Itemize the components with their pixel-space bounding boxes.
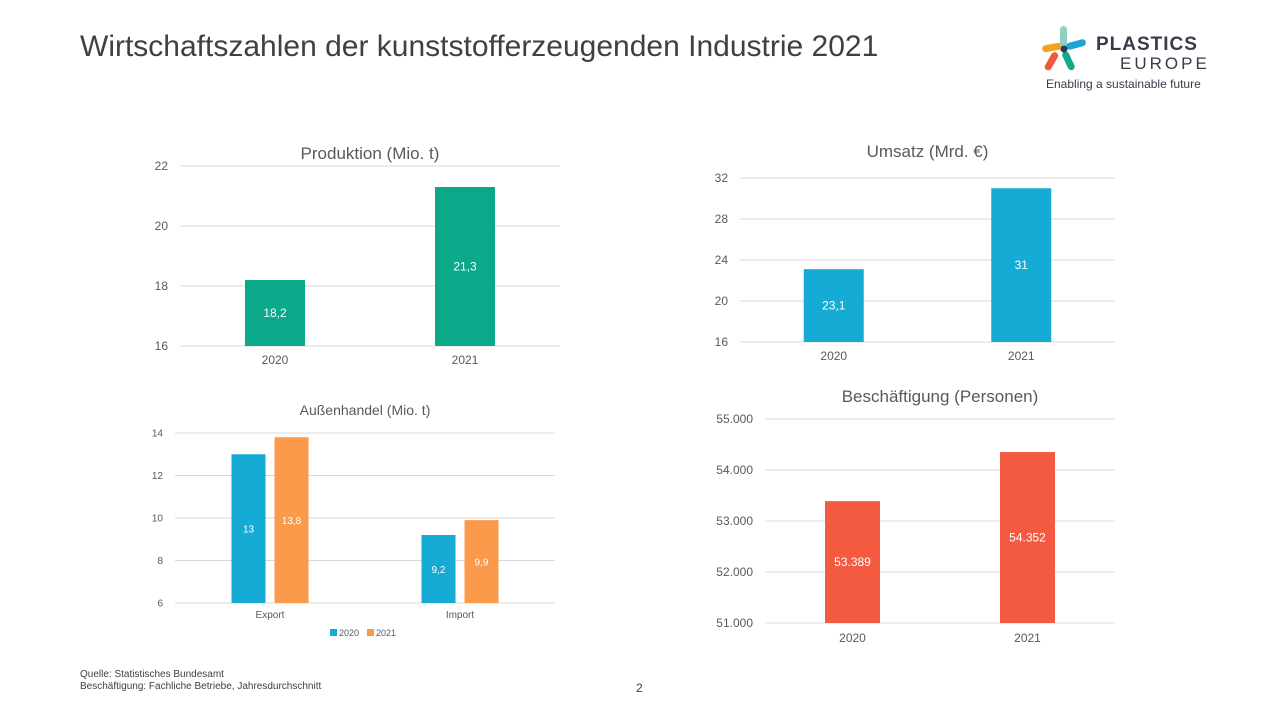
chart-title: Umsatz (Mrd. €) bbox=[867, 142, 989, 161]
y-tick-label: 20 bbox=[715, 294, 729, 308]
x-category-label: 2020 bbox=[262, 353, 289, 367]
x-category-label: 2021 bbox=[452, 353, 479, 367]
chart-title: Beschäftigung (Personen) bbox=[842, 387, 1039, 406]
bar-import-2020 bbox=[421, 535, 456, 603]
y-tick-label: 12 bbox=[152, 471, 164, 482]
legend-label: 2021 bbox=[376, 628, 396, 638]
chart-title: Produktion (Mio. t) bbox=[301, 144, 440, 163]
bar-2021 bbox=[435, 187, 495, 346]
x-category-label: 2021 bbox=[1008, 349, 1035, 363]
footnote-source: Quelle: Statistisches Bundesamt bbox=[80, 669, 224, 680]
page-number: 2 bbox=[636, 681, 643, 695]
y-tick-label: 18 bbox=[155, 279, 169, 293]
legend-label: 2020 bbox=[339, 628, 359, 638]
y-tick-label: 52.000 bbox=[716, 565, 753, 579]
bar-2020 bbox=[825, 501, 880, 623]
x-category-label: Export bbox=[256, 610, 285, 621]
y-tick-label: 54.000 bbox=[716, 463, 753, 477]
y-tick-label: 8 bbox=[157, 556, 163, 567]
y-tick-label: 10 bbox=[152, 514, 164, 525]
y-tick-label: 16 bbox=[155, 339, 169, 353]
chart-legend: 2020 2021 bbox=[330, 628, 396, 638]
bar-2020 bbox=[245, 280, 305, 346]
y-tick-label: 22 bbox=[155, 159, 169, 173]
y-tick-label: 16 bbox=[715, 335, 729, 349]
chart-beschaeftigung: Beschäftigung (Personen) 51.000 52.000 53.0… bbox=[716, 387, 1115, 645]
bar-2020 bbox=[803, 269, 864, 342]
plastics-europe-logo: PLASTICS EUROPE Enabling a sustainable f… bbox=[1038, 24, 1238, 94]
pinwheel-logo-icon bbox=[1042, 26, 1086, 71]
footnote-employment: Beschäftigung: Fachliche Betriebe, Jahre… bbox=[80, 681, 322, 692]
y-tick-label: 6 bbox=[157, 599, 163, 610]
bar-export-2020 bbox=[231, 454, 266, 603]
y-tick-label: 24 bbox=[715, 253, 729, 267]
legend-swatch bbox=[367, 629, 374, 636]
y-tick-label: 20 bbox=[155, 219, 169, 233]
bar-value-label: 21,3 bbox=[453, 260, 477, 274]
bar-value-label: 9,9 bbox=[475, 558, 489, 569]
bar-value-label: 18,2 bbox=[263, 306, 287, 320]
bar-export-2021 bbox=[274, 437, 309, 603]
chart-aussenhandel: Außenhandel (Mio. t) 6 8 10 12 14 13 13,8 Export… bbox=[152, 402, 555, 638]
chart-umsatz: Umsatz (Mrd. €) 16 20 24 28 32 23,1 2020 31 2021 bbox=[715, 142, 1115, 363]
y-tick-label: 28 bbox=[715, 212, 729, 226]
bar-value-label: 13 bbox=[243, 525, 255, 536]
y-tick-label: 32 bbox=[715, 171, 729, 185]
bar-value-label: 54.352 bbox=[1009, 531, 1046, 545]
logo-brand-line1: PLASTICS bbox=[1096, 34, 1198, 55]
y-tick-label: 51.000 bbox=[716, 616, 753, 630]
bar-value-label: 31 bbox=[1015, 258, 1029, 272]
x-category-label: 2021 bbox=[1014, 631, 1041, 645]
y-tick-label: 55.000 bbox=[716, 412, 753, 426]
logo-tagline: Enabling a sustainable future bbox=[1046, 77, 1201, 91]
bar-value-label: 53.389 bbox=[834, 555, 871, 569]
bar-2021 bbox=[991, 188, 1052, 342]
x-category-label: 2020 bbox=[839, 631, 866, 645]
legend-swatch bbox=[330, 629, 337, 636]
slide-title: Wirtschaftszahlen der kunststofferzeugen… bbox=[80, 30, 879, 63]
x-category-label: 2020 bbox=[820, 349, 847, 363]
chart-title: Außenhandel (Mio. t) bbox=[300, 402, 431, 418]
bar-value-label: 13,8 bbox=[282, 516, 302, 527]
bar-2021 bbox=[1000, 452, 1055, 623]
x-category-label: Import bbox=[446, 610, 475, 621]
y-tick-label: 53.000 bbox=[716, 514, 753, 528]
y-tick-label: 14 bbox=[152, 429, 164, 440]
bar-value-label: 23,1 bbox=[822, 299, 846, 313]
logo-brand-line2: EUROPE bbox=[1120, 54, 1210, 73]
bar-value-label: 9,2 bbox=[432, 565, 446, 576]
bar-import-2021 bbox=[464, 520, 499, 603]
chart-produktion: Produktion (Mio. t) 16 18 20 22 18,2 2020 21,3 2… bbox=[155, 144, 560, 367]
